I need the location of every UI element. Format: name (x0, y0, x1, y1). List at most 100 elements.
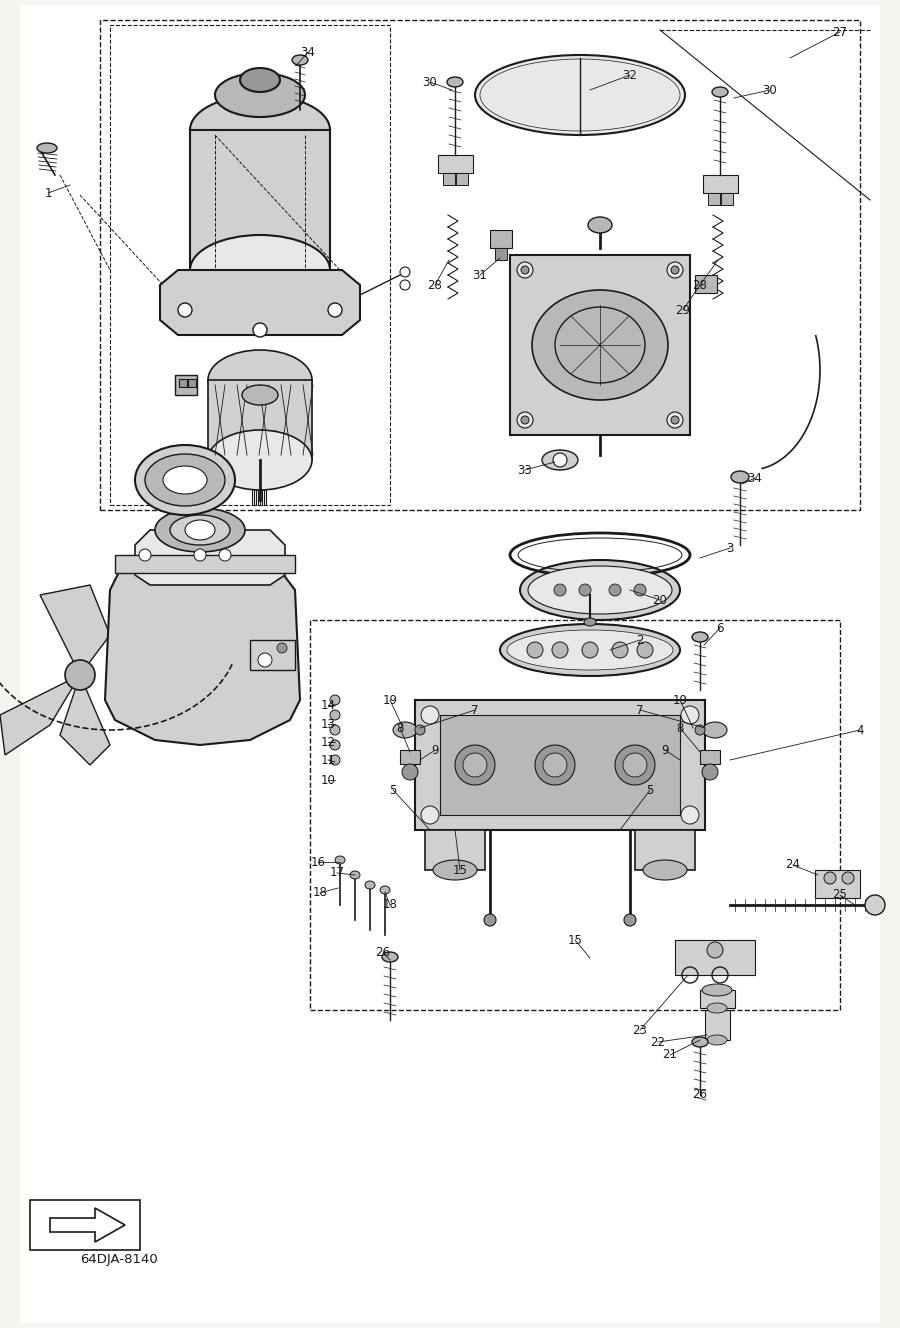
Polygon shape (40, 586, 110, 675)
Text: 8: 8 (676, 721, 684, 734)
Ellipse shape (584, 618, 596, 625)
Ellipse shape (242, 385, 278, 405)
Text: 27: 27 (832, 25, 848, 39)
Circle shape (65, 660, 95, 691)
Circle shape (667, 412, 683, 428)
Text: 22: 22 (651, 1036, 665, 1049)
Ellipse shape (692, 1037, 708, 1046)
Text: 17: 17 (329, 866, 345, 879)
Text: 7: 7 (636, 704, 644, 717)
Circle shape (328, 303, 342, 317)
Ellipse shape (703, 722, 727, 738)
Text: 9: 9 (662, 744, 669, 757)
Circle shape (330, 710, 340, 720)
Circle shape (402, 764, 418, 780)
Text: 19: 19 (382, 693, 398, 706)
Bar (400, 750, 420, 764)
Polygon shape (0, 675, 80, 756)
Circle shape (400, 267, 410, 278)
Ellipse shape (500, 624, 680, 676)
Circle shape (194, 548, 206, 560)
Text: FWD: FWD (64, 1220, 93, 1230)
Text: 34: 34 (301, 45, 315, 58)
Polygon shape (60, 675, 110, 765)
Circle shape (609, 584, 621, 596)
Circle shape (681, 806, 699, 823)
Ellipse shape (520, 560, 680, 620)
Text: 20: 20 (652, 594, 668, 607)
Text: 5: 5 (390, 784, 397, 797)
Text: 12: 12 (320, 736, 336, 749)
Text: 14: 14 (320, 699, 336, 712)
Bar (490, 230, 512, 248)
Circle shape (421, 806, 439, 823)
Bar (188, 378, 196, 386)
Bar (705, 1011, 730, 1040)
Bar (208, 380, 312, 459)
Text: 26: 26 (375, 946, 391, 959)
Ellipse shape (555, 307, 645, 382)
Ellipse shape (170, 515, 230, 544)
Circle shape (258, 653, 272, 667)
Circle shape (681, 706, 699, 724)
Ellipse shape (350, 871, 360, 879)
Bar (700, 989, 735, 1008)
Circle shape (554, 584, 566, 596)
Text: 9: 9 (431, 744, 439, 757)
Ellipse shape (433, 861, 477, 880)
Circle shape (484, 914, 496, 926)
Circle shape (634, 584, 646, 596)
Circle shape (527, 641, 543, 657)
Circle shape (582, 641, 598, 657)
Ellipse shape (163, 466, 207, 494)
Ellipse shape (542, 450, 578, 470)
Circle shape (253, 323, 267, 337)
Text: 28: 28 (428, 279, 443, 292)
Bar (115, 555, 295, 572)
Bar (456, 173, 468, 185)
Circle shape (415, 725, 425, 734)
Bar (190, 130, 330, 270)
Ellipse shape (532, 290, 668, 400)
Circle shape (455, 745, 495, 785)
Ellipse shape (185, 521, 215, 540)
Text: 15: 15 (453, 863, 467, 876)
Ellipse shape (190, 235, 330, 305)
Circle shape (517, 262, 533, 278)
Bar (675, 940, 755, 975)
Circle shape (330, 756, 340, 765)
Text: 23: 23 (633, 1024, 647, 1036)
Circle shape (535, 745, 575, 785)
Bar (425, 830, 485, 870)
Bar (708, 193, 720, 205)
Ellipse shape (215, 73, 305, 117)
Circle shape (463, 753, 487, 777)
Circle shape (671, 266, 679, 274)
Bar (110, 25, 390, 505)
Ellipse shape (365, 880, 375, 888)
Text: 30: 30 (762, 84, 778, 97)
Text: 33: 33 (518, 463, 533, 477)
Bar (510, 255, 690, 436)
Circle shape (330, 695, 340, 705)
Circle shape (579, 584, 591, 596)
Text: 29: 29 (676, 304, 690, 316)
Text: 21: 21 (662, 1049, 678, 1061)
Text: 7: 7 (472, 704, 479, 717)
Circle shape (707, 942, 723, 957)
Ellipse shape (155, 509, 245, 552)
Text: 26: 26 (692, 1089, 707, 1101)
Ellipse shape (393, 722, 417, 738)
Ellipse shape (528, 566, 672, 614)
Bar (815, 870, 860, 898)
Bar (175, 374, 197, 394)
Text: 34: 34 (748, 471, 762, 485)
Bar (179, 378, 187, 386)
Circle shape (400, 280, 410, 290)
Polygon shape (160, 270, 360, 335)
Polygon shape (135, 530, 285, 586)
Bar (721, 193, 733, 205)
Bar (440, 714, 680, 815)
Circle shape (824, 872, 836, 884)
Circle shape (277, 643, 287, 653)
